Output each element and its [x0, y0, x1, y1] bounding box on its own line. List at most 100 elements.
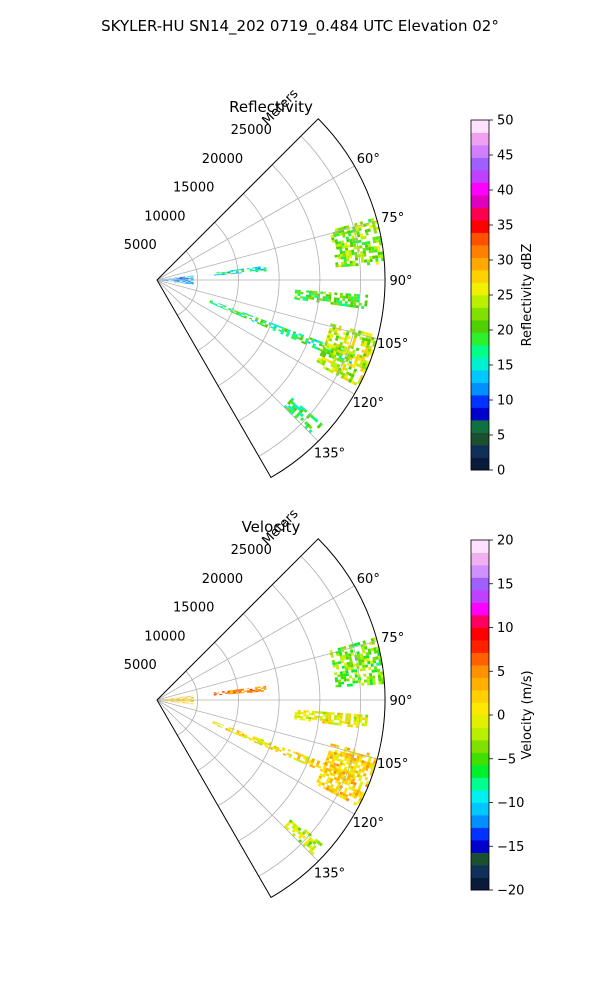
radar-echo-cell [230, 270, 233, 272]
radar-echo-cell [221, 692, 225, 694]
radar-echo-cell [376, 662, 380, 666]
radar-echo-cell [362, 773, 367, 777]
radar-echo-cell [295, 825, 300, 830]
radar-echo-cell [293, 403, 298, 408]
radar-echo-cell [373, 650, 378, 654]
radar-echo-cell [222, 307, 226, 310]
radar-echo-cell [235, 313, 239, 316]
radar-echo-cell [361, 649, 366, 654]
radar-echo-cell [273, 745, 277, 749]
radar-echo-cell [370, 217, 375, 222]
radar-echo-cell [291, 829, 296, 833]
radar-echo-cell [281, 748, 285, 752]
radar-echo-cell [328, 346, 333, 350]
radar-echo-cell [328, 712, 332, 715]
radar-echo-cell [348, 350, 353, 355]
radar-echo-cell [359, 221, 364, 225]
radar-echo-cell [222, 272, 225, 274]
radar-echo-cell [283, 404, 288, 409]
colorbar-swatch [471, 457, 489, 471]
radar-echo-cell [275, 748, 279, 751]
radar-echo-cell [308, 849, 313, 854]
radar-echo-cell [378, 681, 382, 685]
radar-echo-cell [356, 716, 360, 720]
radar-echo-cell [303, 712, 307, 715]
radar-echo-cell [232, 269, 236, 271]
radar-echo-cell [185, 282, 188, 283]
radar-echo-cell [380, 674, 384, 678]
radar-echo-cell [350, 774, 354, 779]
colorbar-swatch [471, 677, 489, 691]
sector-frame [156, 118, 386, 479]
radar-echo-cell [329, 786, 333, 790]
radar-echo-cell [363, 253, 367, 257]
radar-echo-cell [346, 356, 350, 360]
radar-echo-cell [179, 696, 183, 698]
radar-echo-cell [361, 365, 365, 370]
radar-echo-cell [369, 224, 373, 229]
radar-echo-cell [176, 701, 180, 703]
radar-echo-cell [367, 758, 372, 763]
radar-echo-cell [364, 723, 368, 727]
radar-echo-cell [363, 340, 368, 345]
radar-echo-cell [320, 351, 325, 355]
radar-echo-cell [366, 341, 371, 346]
radar-echo-cell [190, 701, 194, 702]
radar-echo-cell [350, 373, 355, 378]
colorbar-swatch [471, 590, 489, 603]
radar-echo-cell [354, 222, 358, 227]
radar-echo-cell [335, 241, 339, 245]
radar-echo-feature [283, 397, 323, 434]
radar-echo-cell [340, 240, 344, 244]
radar-echo-cell [336, 653, 340, 657]
radar-echo-cell [347, 667, 352, 671]
radar-echo-cell [330, 363, 334, 368]
angle-tick-label: 105° [377, 757, 408, 772]
radar-echo-cell [334, 362, 338, 367]
radar-echo-cell [288, 819, 293, 824]
radar-echo-cell [317, 711, 321, 714]
radar-echo-cell [324, 769, 328, 774]
radar-echo-cell [190, 277, 194, 278]
radar-echo-cell [298, 759, 302, 763]
radar-echo-cell [310, 340, 315, 344]
radar-echo-cell [252, 267, 256, 269]
radar-echo-cell [188, 698, 191, 700]
radar-echo-cell [185, 283, 188, 284]
radar-echo-cell [325, 773, 330, 777]
radar-echo-cell [297, 711, 301, 715]
radar-echo-cell [339, 341, 344, 346]
radar-echo-cell [350, 299, 354, 302]
radar-echo-cell [185, 702, 188, 703]
colorbar-swatch [471, 877, 489, 891]
radar-echo-cell [241, 689, 245, 692]
radar-echo-cell [294, 333, 299, 337]
radar-echo-cell [173, 277, 177, 279]
radar-echo-cell [368, 246, 372, 251]
radar-echo-feature [329, 637, 385, 688]
radar-echo-cell [356, 764, 361, 769]
radar-echo-cell [372, 681, 376, 685]
radar-echo-cell [185, 276, 188, 278]
radar-echo-cell [299, 716, 303, 719]
radar-echo-cell [294, 713, 298, 716]
radar-echo-cell [353, 713, 357, 717]
radar-echo-cell [249, 317, 253, 320]
radar-echo-cell [255, 318, 259, 321]
radar-echo-cell [356, 296, 360, 300]
figure-title: SKYLER-HU SN14_202 0719_0.484 UTC Elevat… [101, 17, 499, 36]
radar-echo-cell [227, 272, 231, 274]
radar-echo-cell [241, 733, 245, 736]
radar-echo-cell [361, 760, 365, 764]
radar-echo-cell [274, 324, 278, 327]
radar-echo-cell [341, 231, 346, 236]
colorbar-swatch [471, 357, 489, 371]
radar-echo-cell [306, 839, 311, 844]
radar-echo-cell [363, 259, 367, 263]
radar-echo-cell [331, 237, 335, 241]
radar-echo-cell [168, 701, 171, 702]
radar-echo-cell [325, 339, 329, 343]
colorbar-swatch [471, 565, 489, 578]
colorbar-swatch [471, 220, 489, 233]
